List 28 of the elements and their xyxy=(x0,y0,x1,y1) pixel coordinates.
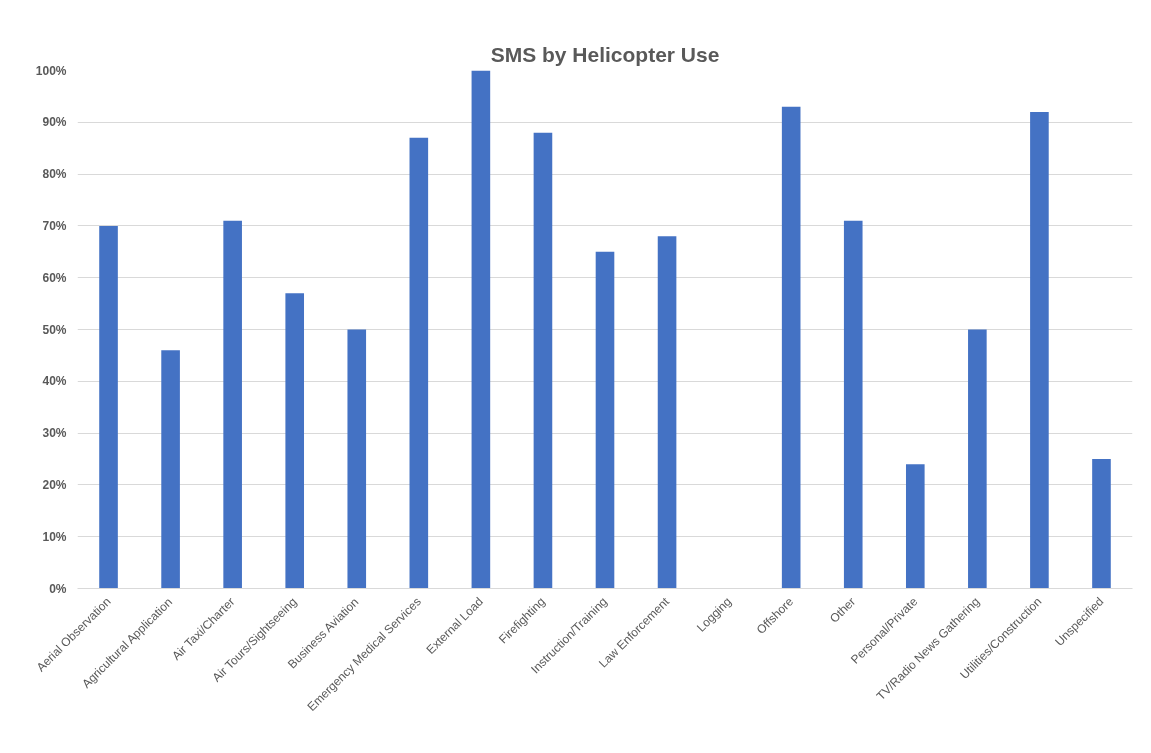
bar xyxy=(347,329,367,589)
bar xyxy=(533,132,553,589)
y-tick-label: 20% xyxy=(42,477,67,492)
y-tick-label: 60% xyxy=(42,270,67,285)
y-tick-label: 80% xyxy=(42,167,67,182)
bar xyxy=(285,293,305,589)
bar xyxy=(1092,459,1111,589)
bar xyxy=(1030,111,1049,589)
bar xyxy=(471,70,491,589)
bar xyxy=(657,236,677,589)
y-tick-label: 70% xyxy=(42,218,67,233)
bar xyxy=(161,350,180,589)
bar xyxy=(595,251,615,589)
bar xyxy=(905,464,925,589)
y-tick-label: 50% xyxy=(42,322,67,337)
bar xyxy=(968,329,987,589)
bar xyxy=(409,137,429,589)
chart-title: SMS by Helicopter Use xyxy=(490,42,720,66)
y-tick-label: 10% xyxy=(42,529,67,544)
y-tick-label: 40% xyxy=(42,374,67,389)
bar xyxy=(223,220,242,589)
y-tick-label: 90% xyxy=(42,115,67,130)
y-tick-label: 100% xyxy=(35,63,67,78)
bar xyxy=(843,220,863,589)
bar xyxy=(781,106,801,589)
y-tick-label: 0% xyxy=(49,581,67,596)
y-tick-label: 30% xyxy=(42,426,67,441)
bar xyxy=(99,225,118,589)
